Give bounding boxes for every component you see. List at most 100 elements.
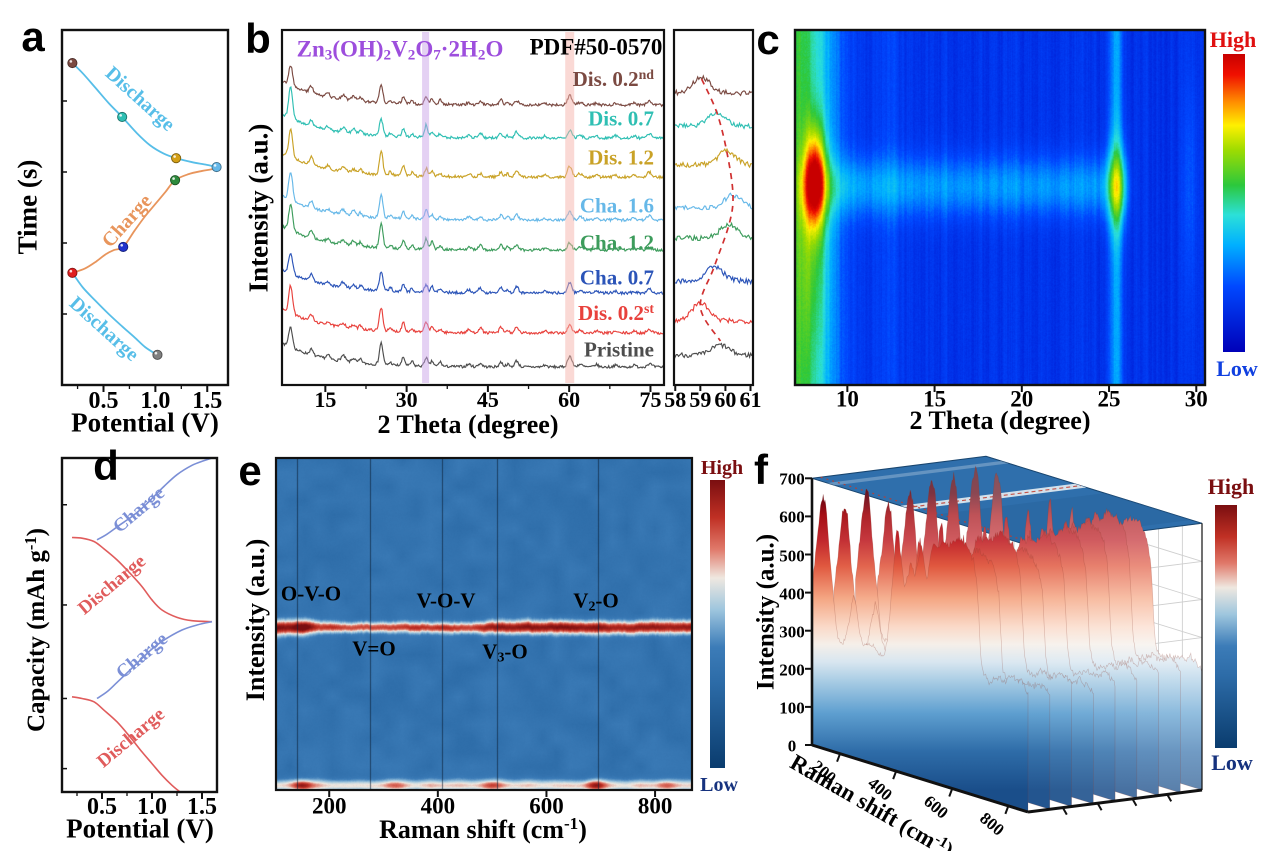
e-x-axis-label: Raman shift (cm-1) [379,814,587,844]
b-series-label-2: Dis. 1.2 [588,145,654,170]
f-y-tick-label: 600 [779,507,805,527]
c-x-tick-label: 30 [1184,386,1208,412]
a-state-marker-7 [152,349,163,360]
b-trace-Pristine [282,326,664,370]
b-trace-Cha. 0.7 [282,252,664,296]
b-highlight-band-1 [565,32,575,383]
d-x-axis-label: Potential (V) [66,813,214,844]
d-plot-frame [60,456,219,794]
b-x-tick-label: 75 [639,387,662,412]
f-colorbar-high-label: High [1207,474,1255,499]
b-pdf-reference: PDF#50-0570 [529,34,663,60]
d-x-tick-label: 1.0 [137,794,167,820]
d-curve-2 [96,620,213,700]
c-colorbar [1223,54,1245,352]
b-highlight-band-0 [422,32,430,383]
a-curve-discharge-1st [71,272,158,356]
f-y-axis-label: Intensity (a.u.) [752,533,780,691]
d-curve-3 [71,696,181,793]
b-trace-Dis. 0.2st [282,283,664,336]
a-state-marker-6 [67,267,78,278]
a-state-marker-1 [117,111,128,123]
a-x-tick-label: 1.5 [192,388,223,414]
b-x-tick-label: 45 [476,387,499,412]
panel-letter-e: e [238,447,262,494]
b-inset-trace-Cha. 1.2 [674,221,753,242]
b-inset-trace-Cha. 0.7 [674,264,753,286]
b-trace-Dis. 1.2 [282,127,664,180]
f-y-tick-label: 200 [779,660,805,680]
b-series-label-4: Cha. 1.2 [579,230,654,255]
b-inset-trace-Dis. 0.2st [674,300,753,325]
a-y-axis-label: Time (s) [12,159,43,255]
a-x-tick-label: 1.0 [140,388,171,414]
e-bond-annotation-2: V2-O [573,588,619,614]
e-bond-annotation-0: O-V-O [280,581,342,606]
f-colorbar [1215,505,1237,748]
b-inset-x-tick-label: 58 [664,387,687,412]
b-xrd-traces [282,65,664,370]
f-surface-slice-8 [811,494,1029,813]
b-inset-trace-Dis. 0.7 [674,109,753,130]
a-state-marker-0 [67,57,78,69]
b-inset-trace-Dis. 1.2 [674,147,752,169]
panel-letter-a: a [21,13,45,60]
f-y-tick-label: 700 [779,469,805,489]
b-inset-x-tick-label: 61 [739,387,762,412]
e-x-tick-label: 600 [529,793,564,819]
b-series-label-7: Pristine [584,337,654,362]
b-trace-Dis. 0.2nd [282,65,664,108]
xrd-contour-heatmap [795,30,1205,385]
a-x-tick-label: 0.5 [88,388,119,414]
a-curve-discharge-2nd [71,62,217,168]
f-y-tick-label: 0 [787,736,797,756]
b-phase-title: Zn3(OH)2V2O7·2H2O [296,36,504,64]
a-state-marker-5 [118,241,129,252]
e-x-tick-label: 200 [311,793,347,819]
b-inset-trace-Pristine [674,342,753,360]
e-x-tick-label: 400 [420,793,456,819]
c-x-tick-label: 10 [835,386,859,412]
e-colorbar-low-label: Low [700,774,738,796]
e-bond-annotation-3: V=O [352,636,396,661]
b-trace-Cha. 1.6 [282,172,664,223]
b-series-label-3: Cha. 1.6 [579,193,654,218]
a-state-marker-3 [211,161,222,173]
panel-letter-b: b [245,15,271,62]
b-y-axis-label: Intensity (a.u.) [243,123,274,293]
e-y-axis-label: Intensity (a.u.) [241,538,270,702]
f-colorbar-low-label: Low [1211,750,1253,775]
panel-letter-c: c [756,16,780,63]
f-y-tick-label: 400 [779,584,805,604]
b-peak-shift-guide [699,78,734,342]
b-inset-x-tick-label: 59 [689,387,712,412]
b-inset-x-tick-label: 60 [714,387,737,412]
d-x-tick-label: 1.5 [187,794,217,820]
f-axes [805,477,1203,816]
b-series-label-1: Dis. 0.7 [588,106,654,131]
d-curve-1 [71,536,213,623]
c-x-tick-label: 25 [1097,386,1121,412]
d-x-tick-label: 0.5 [87,794,117,820]
panel-letter-d: d [93,442,119,489]
e-bond-annotation-4: V3-O [482,639,528,665]
f-surface-slices [811,465,1203,813]
e-bond-annotation-1: V-O-V [416,588,476,613]
b-inset-frame [672,28,755,387]
b-inset-trace-Dis. 0.2nd [674,74,753,97]
a-state-marker-2 [171,153,182,164]
f-3d-surface-plot [805,455,1203,816]
e-plot-frame [274,456,694,792]
c-x-axis-label: 2 Theta (degree) [909,406,1091,435]
f-y-tick-label: 500 [779,546,805,565]
e-colorbar [710,480,725,768]
d-y-axis-label: Capacity (mAh g-1) [20,527,51,733]
b-inset-trace-Cha. 1.6 [674,192,753,211]
e-colorbar-high-label: High [700,457,744,479]
c-plot-frame [793,28,1207,387]
panel-letter-f: f [754,446,768,493]
b-series-label-0: Dis. 0.2nd [572,66,654,91]
b-trace-Dis. 0.7 [282,85,664,141]
